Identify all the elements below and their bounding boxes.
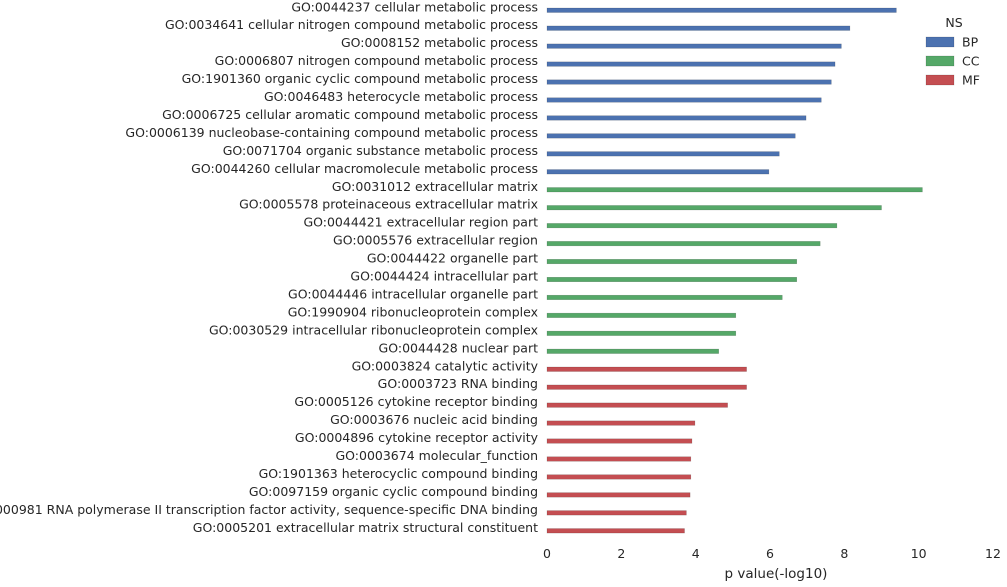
category-label: GO:0003676 nucleic acid binding (330, 412, 538, 427)
category-label: GO:0005576 extracellular region (333, 233, 538, 248)
category-label: GO:0044237 cellular metabolic process (291, 0, 538, 14)
category-label: GO:1901360 organic cyclic compound metab… (182, 71, 538, 86)
x-tick-label: 8 (840, 546, 848, 561)
bar-bp (546, 115, 807, 121)
category-label: GO:0008152 metabolic process (341, 35, 538, 50)
category-label: GO:0044422 organelle part (367, 251, 538, 266)
legend-label-mf: MF (962, 73, 980, 88)
legend-label-cc: CC (962, 54, 980, 69)
category-label: GO:0000981 RNA polymerase II transcripti… (0, 502, 538, 517)
category-label: GO:0044421 extracellular region part (303, 215, 538, 230)
bar-cc (546, 223, 838, 229)
legend-label-bp: BP (962, 35, 979, 50)
category-label: GO:0030529 intracellular ribonucleoprote… (209, 322, 538, 337)
x-tick-label: 10 (911, 546, 927, 561)
x-tick-label: 6 (766, 546, 774, 561)
category-label: GO:1990904 ribonucleoprotein complex (288, 304, 538, 319)
category-label: GO:0005578 proteinaceous extracellular m… (239, 197, 538, 212)
category-label: GO:0097159 organic cyclic compound bindi… (249, 484, 538, 499)
category-labels: GO:0044237 cellular metabolic process GO:… (0, 0, 539, 535)
bar-bp (546, 79, 832, 85)
bar-cc (546, 241, 821, 247)
bar-cc (546, 205, 882, 211)
x-axis-ticks: 0 2 4 6 8 10 12 (543, 546, 1001, 561)
bar-cc (546, 348, 719, 354)
category-label: GO:0044428 nuclear part (379, 340, 539, 355)
x-tick-label: 2 (617, 546, 625, 561)
category-label: GO:0044260 cellular macromolecule metabo… (191, 161, 538, 176)
legend-swatch-bp (925, 36, 955, 48)
bar-bp (546, 43, 842, 49)
legend: NS BP CC MF (925, 15, 980, 88)
x-axis-title: p value(-log10) (725, 566, 828, 582)
category-label: GO:0044424 intracellular part (350, 269, 538, 284)
legend-title: NS (945, 15, 962, 30)
bar-bp (546, 133, 796, 139)
bars-layer (546, 7, 923, 534)
category-label: GO:1901363 heterocyclic compound binding (259, 466, 538, 481)
bar-cc (546, 277, 798, 282)
bar-cc (546, 187, 923, 193)
x-tick-label: 4 (692, 546, 700, 561)
category-label: GO:0004896 cytokine receptor activity (295, 430, 539, 445)
bar-mf (546, 528, 685, 534)
bar-bp (546, 151, 780, 157)
category-label: GO:0005201 extracellular matrix structur… (193, 520, 538, 535)
bar-bp (546, 25, 851, 31)
x-tick-label: 0 (543, 546, 551, 561)
bar-bp (546, 97, 822, 103)
x-tick-label: 12 (985, 546, 1001, 561)
bar-cc (546, 312, 737, 318)
bar-bp (546, 61, 836, 67)
category-label: GO:0003674 molecular_function (335, 448, 538, 463)
bar-mf (546, 438, 693, 444)
legend-swatch-mf (925, 74, 955, 86)
bar-cc (546, 330, 737, 336)
category-label: GO:0044446 intracellular organelle part (288, 286, 538, 301)
category-label: GO:0003824 catalytic activity (352, 358, 539, 373)
bar-mf (546, 402, 728, 408)
category-label: GO:0046483 heterocycle metabolic process (264, 89, 538, 104)
category-label: GO:0006139 nucleobase-containing compoun… (125, 125, 538, 140)
bar-cc (546, 294, 783, 300)
bar-mf (546, 420, 696, 426)
bar-mf (546, 366, 747, 372)
legend-entries: BP CC MF (925, 35, 980, 88)
category-label: GO:0031012 extracellular matrix (332, 179, 538, 194)
category-label: GO:0003723 RNA binding (378, 376, 538, 391)
bar-mf (546, 474, 692, 480)
category-label: GO:0006725 cellular aromatic compound me… (162, 107, 538, 122)
bar-mf (546, 492, 691, 498)
bar-bp (546, 169, 770, 175)
category-label: GO:0005126 cytokine receptor binding (294, 394, 538, 409)
category-label: GO:0034641 cellular nitrogen compound me… (165, 17, 538, 32)
bar-mf (546, 510, 687, 516)
category-label: GO:0071704 organic substance metabolic p… (223, 143, 538, 158)
bar-cc (546, 259, 798, 265)
legend-swatch-cc (925, 55, 955, 67)
bar-bp (546, 7, 897, 13)
bar-mf (546, 384, 747, 390)
category-label: GO:0006807 nitrogen compound metabolic p… (215, 53, 538, 68)
bar-mf (546, 456, 692, 462)
